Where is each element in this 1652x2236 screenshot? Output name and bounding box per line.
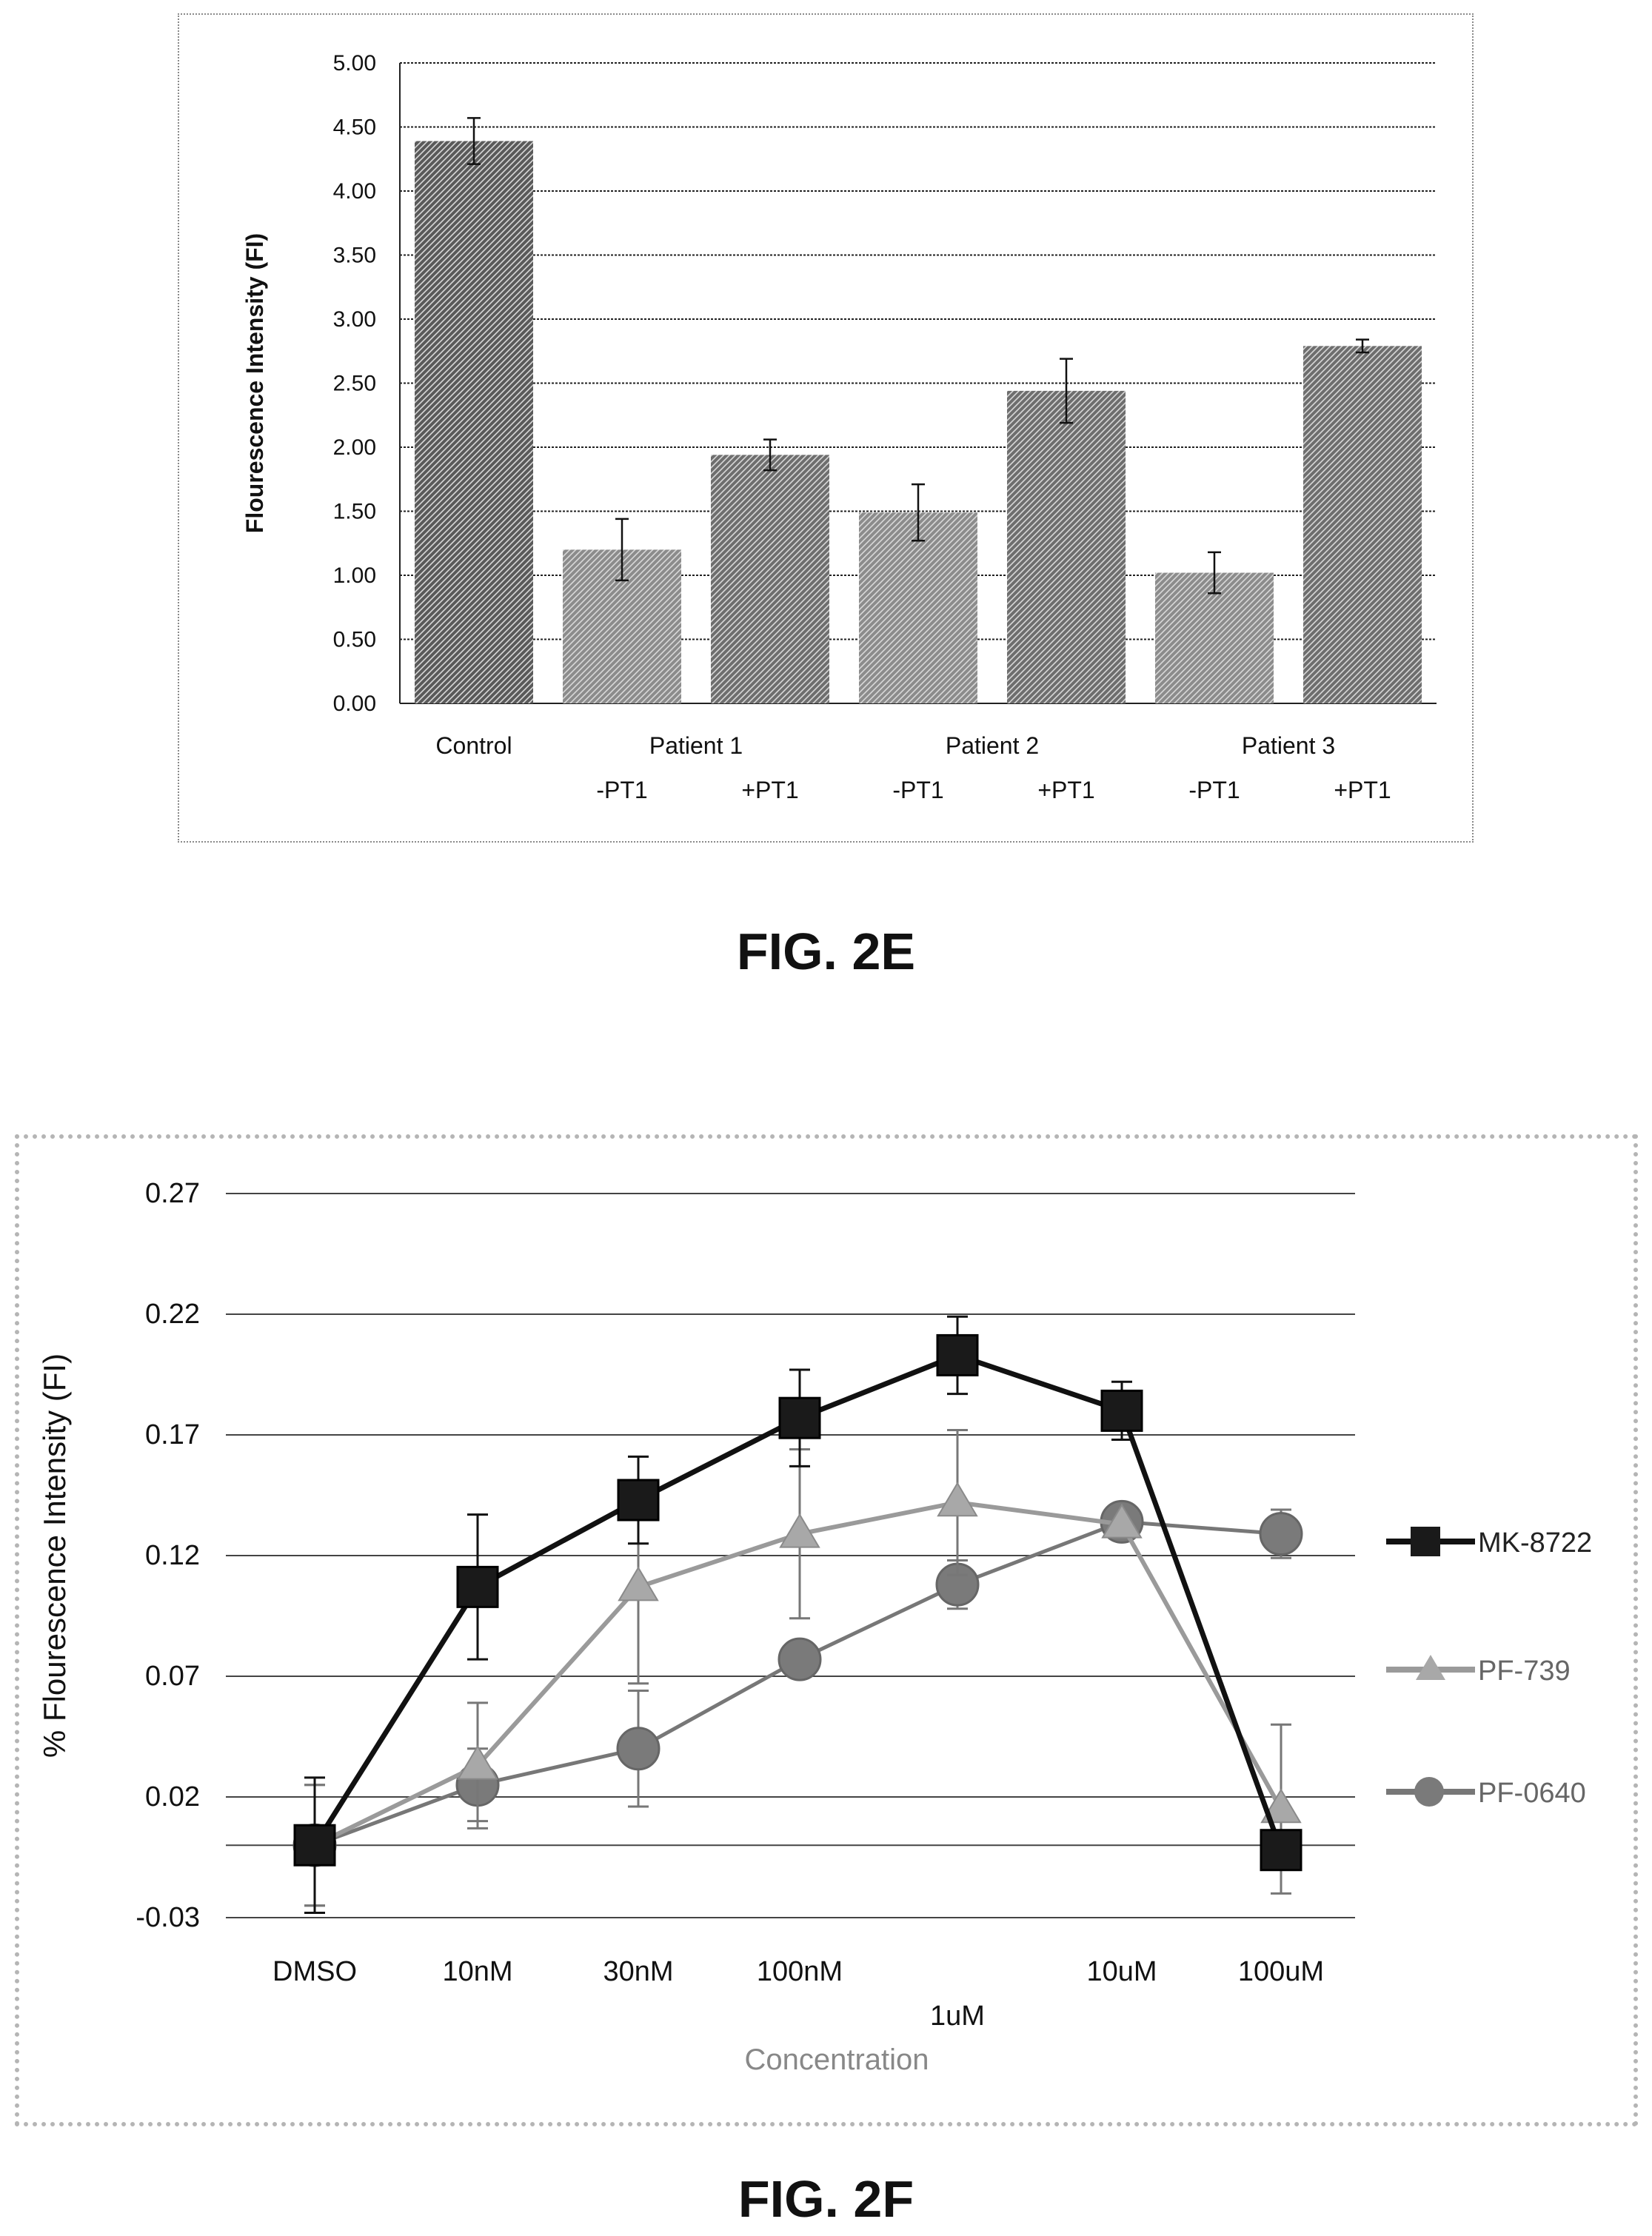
bar [859, 512, 977, 703]
legend-label: PF-0640 [1478, 1778, 1586, 1809]
y-tick-label: 0.50 [333, 628, 376, 652]
data-point-square [936, 1333, 979, 1376]
legend-marker-square [1411, 1527, 1440, 1556]
data-point-triangle [937, 1482, 978, 1517]
data-point-circle [777, 1637, 822, 1681]
bar [711, 455, 829, 703]
data-point-square [1260, 1829, 1302, 1872]
x-tick-label: +PT1 [1037, 777, 1094, 803]
y-tick-label: 4.00 [333, 179, 376, 204]
y-tick-label: 4.50 [333, 116, 376, 140]
x-tick-label: -PT1 [892, 777, 943, 803]
x-tick-label: 10nM [442, 1956, 512, 1987]
data-point-circle [1259, 1512, 1303, 1556]
data-point-square [1100, 1389, 1143, 1432]
y-tick-label: 2.50 [333, 372, 376, 396]
x-group-label: Patient 1 [649, 732, 743, 759]
fig-2f-caption: FIG. 2F [738, 2170, 914, 2228]
fig-2e-caption: FIG. 2E [736, 923, 916, 980]
fig-2f-line-chart: 0.27 0.22 0.17 0.12 0.07 0.02 -0.03 % Flouresce… [37, 1178, 1592, 2076]
y-tick-label: 0.17 [145, 1419, 200, 1450]
x-axis-title: Concentration [744, 2043, 929, 2076]
legend-label: PF-739 [1478, 1656, 1571, 1687]
x-tick-label: 30nM [603, 1956, 673, 1987]
data-point-circle [616, 1727, 661, 1771]
y-tick-label: 5.00 [333, 51, 376, 76]
bar [1007, 390, 1126, 703]
y-tick-label: 3.00 [333, 307, 376, 332]
y-tick-label: 3.50 [333, 244, 376, 268]
y-tick-label: 1.00 [333, 563, 376, 588]
x-tick-label: -PT1 [596, 777, 647, 803]
x-tick-label: +PT1 [1334, 777, 1391, 803]
data-point-triangle [779, 1513, 820, 1548]
fig-2e-chart-frame [178, 13, 1474, 843]
x-tick-label: 1uM [930, 2001, 985, 2032]
x-tick-label: 100nM [757, 1956, 843, 1987]
data-point-square [617, 1479, 660, 1522]
legend-label: MK-8722 [1478, 1527, 1592, 1559]
y-tick-label: 0.22 [145, 1299, 200, 1330]
y-tick-label: -0.03 [136, 1902, 200, 1933]
y-tick-label: 0.00 [333, 692, 376, 716]
x-tick-label: -PT1 [1188, 777, 1240, 803]
y-axis-title: % Flourescence Intensity (FI) [37, 1353, 72, 1758]
x-group-label: Patient 3 [1242, 732, 1335, 759]
y-axis-title: Flourescence Intensity (FI) [241, 233, 268, 533]
data-point-triangle [457, 1744, 498, 1780]
data-point-square [456, 1565, 499, 1608]
legend-marker-circle [1414, 1777, 1444, 1807]
y-tick-label: 0.07 [145, 1661, 200, 1692]
x-tick-label: +PT1 [741, 777, 798, 803]
data-point-triangle [1260, 1788, 1302, 1824]
data-point-square [293, 1824, 336, 1867]
fig-2f-chart-frame [15, 1134, 1638, 2126]
bar [1303, 346, 1422, 703]
x-tick-label: 10uM [1086, 1956, 1157, 1987]
data-point-triangle [618, 1566, 659, 1601]
bar [1155, 572, 1274, 703]
y-tick-label: 0.12 [145, 1540, 200, 1571]
y-tick-label: 1.50 [333, 500, 376, 524]
x-group-label: Patient 2 [946, 732, 1039, 759]
data-point-triangle [1101, 1503, 1143, 1539]
legend-marker-triangle [1416, 1655, 1445, 1680]
bar [415, 141, 533, 703]
y-tick-label: 0.27 [145, 1178, 200, 1209]
x-tick-label: DMSO [272, 1956, 357, 1987]
data-point-square [778, 1396, 821, 1439]
y-tick-label: 0.02 [145, 1781, 200, 1812]
x-tick-label: 100uM [1238, 1956, 1324, 1987]
x-tick-label: Control [435, 732, 512, 759]
y-tick-label: 2.00 [333, 435, 376, 460]
fig-2e-bar-chart: 0.00 0.50 1.00 1.50 2.00 2.50 3.00 3.50 4.00 4.50… [241, 51, 1437, 803]
